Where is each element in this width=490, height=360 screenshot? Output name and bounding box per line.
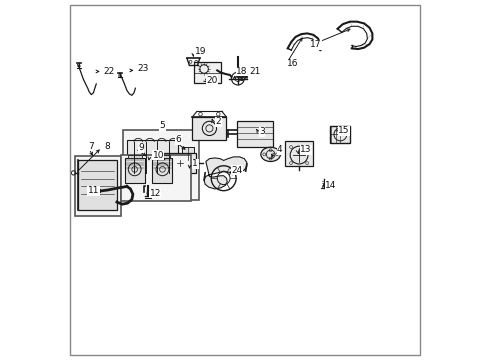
Text: 11: 11 <box>88 186 99 195</box>
Text: 8: 8 <box>104 142 110 151</box>
Bar <box>123 130 199 199</box>
Text: 10: 10 <box>152 150 164 159</box>
Bar <box>121 155 191 201</box>
Bar <box>164 153 196 172</box>
Text: 12: 12 <box>149 189 161 198</box>
Text: 23: 23 <box>137 64 148 73</box>
Bar <box>125 158 145 183</box>
Bar <box>237 121 273 147</box>
Bar <box>127 140 178 175</box>
Text: 15: 15 <box>338 126 350 135</box>
Bar <box>182 147 195 160</box>
Text: 19: 19 <box>195 47 206 56</box>
Bar <box>78 161 117 210</box>
Text: 21: 21 <box>249 67 261 76</box>
Bar <box>285 141 313 166</box>
Bar <box>75 156 121 216</box>
Text: 16: 16 <box>287 59 298 68</box>
Text: 24: 24 <box>231 166 243 175</box>
Bar <box>193 117 226 140</box>
Text: 14: 14 <box>325 181 337 190</box>
Text: 6: 6 <box>175 135 181 144</box>
Bar <box>152 158 172 183</box>
Text: 22: 22 <box>103 67 115 76</box>
Text: 17: 17 <box>310 40 321 49</box>
Text: 1: 1 <box>193 159 198 168</box>
Polygon shape <box>204 157 247 189</box>
Text: 2: 2 <box>216 117 221 126</box>
Text: 20: 20 <box>207 76 218 85</box>
Text: 3: 3 <box>259 127 265 136</box>
Text: 4: 4 <box>277 145 283 154</box>
Text: 7: 7 <box>88 142 94 151</box>
Text: 9: 9 <box>138 144 144 153</box>
Bar <box>127 155 142 158</box>
Ellipse shape <box>261 147 280 162</box>
Text: 13: 13 <box>300 145 312 154</box>
Text: 18: 18 <box>236 67 247 76</box>
Bar <box>155 155 170 158</box>
Bar <box>194 62 221 83</box>
Text: 5: 5 <box>160 121 165 130</box>
Bar <box>330 126 350 143</box>
